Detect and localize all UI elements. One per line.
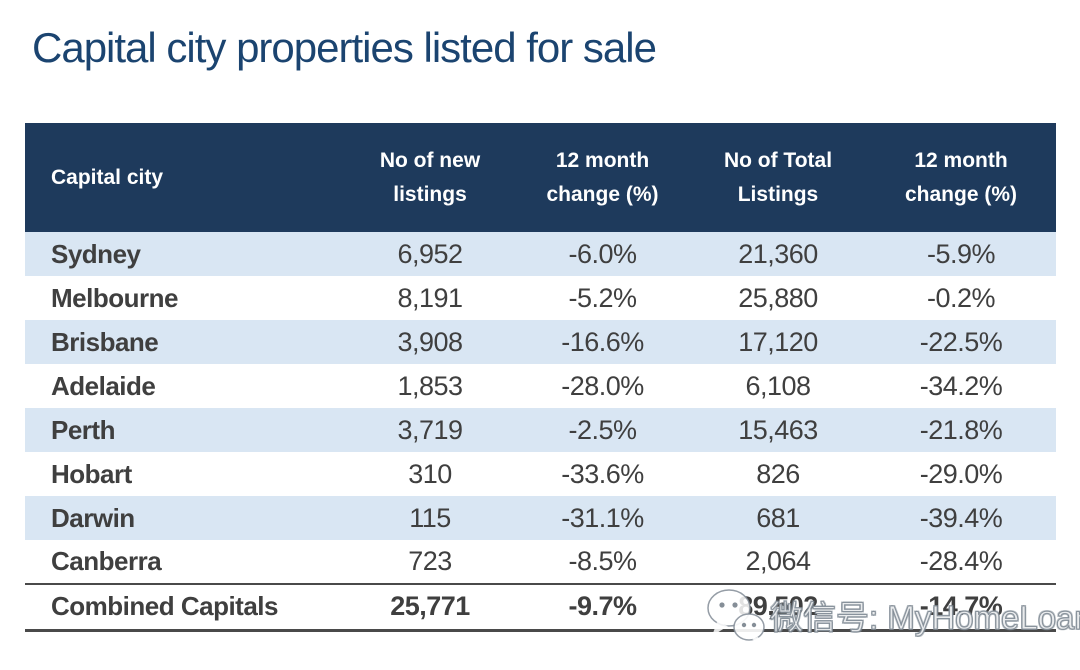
cell-total-change: -5.9%: [926, 238, 996, 269]
cell-new-listings: 3,719: [397, 414, 463, 445]
cell-total-change: -39.4%: [919, 502, 1003, 533]
cell-total-total-listings: 89,502: [738, 591, 818, 622]
cell-new-change: -28.0%: [561, 370, 644, 401]
cell-total-listings: 2,064: [745, 546, 811, 576]
cell-new-change: -8.5%: [568, 546, 637, 576]
table-row-hobart: Hobart 310 -33.6% 826 -29.0%: [25, 452, 1056, 496]
cell-total-listings: 681: [756, 502, 800, 533]
cell-new-change: -6.0%: [568, 238, 637, 269]
cell-total-total-change: -14.7%: [919, 591, 1003, 622]
header-new-change: 12 month change (%): [515, 123, 690, 232]
cell-city: Sydney: [51, 238, 141, 269]
cell-new-listings: 6,952: [397, 238, 463, 269]
cell-total-listings: 25,880: [738, 282, 818, 313]
cell-total-listings: 6,108: [745, 370, 811, 401]
cell-city: Melbourne: [51, 282, 178, 313]
cell-city: Brisbane: [51, 326, 159, 357]
cell-city: Hobart: [51, 458, 132, 489]
header-capital-city: Capital city: [25, 123, 345, 232]
cell-new-change: -31.1%: [561, 502, 644, 533]
table-row-brisbane: Brisbane 3,908 -16.6% 17,120 -22.5%: [25, 320, 1056, 364]
table-row-darwin: Darwin 115 -31.1% 681 -39.4%: [25, 496, 1056, 540]
cell-total-change: -29.0%: [919, 458, 1003, 489]
cell-total-new-listings: 25,771: [390, 591, 470, 622]
cell-new-change: -2.5%: [568, 414, 637, 445]
header-total-change: 12 month change (%): [866, 123, 1056, 232]
cell-new-change: -16.6%: [561, 326, 644, 357]
cell-total-listings: 826: [756, 458, 800, 489]
cell-total-label: Combined Capitals: [51, 591, 278, 622]
cell-total-listings: 21,360: [738, 238, 818, 269]
page-title: Capital city properties listed for sale: [32, 24, 657, 71]
cell-total-listings: 17,120: [738, 326, 818, 357]
cell-total-change: -28.4%: [919, 546, 1003, 576]
header-total-listings: No of Total Listings: [690, 123, 866, 232]
table-row-perth: Perth 3,719 -2.5% 15,463 -21.8%: [25, 408, 1056, 452]
cell-total-new-change: -9.7%: [568, 591, 637, 622]
cell-new-listings: 310: [408, 458, 452, 489]
header-new-listings: No of new listings: [345, 123, 515, 232]
cell-total-listings: 15,463: [738, 414, 818, 445]
cell-city: Canberra: [51, 546, 162, 576]
cell-new-listings: 115: [409, 502, 451, 533]
cell-total-change: -21.8%: [919, 414, 1003, 445]
cell-new-listings: 8,191: [397, 282, 463, 313]
cell-city: Adelaide: [51, 370, 156, 401]
table-header-row: Capital city No of new listings 12 month…: [25, 123, 1056, 232]
cell-new-listings: 3,908: [397, 326, 463, 357]
table-row-adelaide: Adelaide 1,853 -28.0% 6,108 -34.2%: [25, 364, 1056, 408]
table-row-canberra: Canberra 723 -8.5% 2,064 -28.4%: [25, 540, 1056, 584]
cell-total-change: -22.5%: [919, 326, 1003, 357]
cell-new-change: -33.6%: [561, 458, 644, 489]
capital-city-listings-table: Capital city No of new listings 12 month…: [25, 123, 1056, 632]
cell-city: Darwin: [51, 502, 135, 533]
cell-total-change: -34.2%: [919, 370, 1003, 401]
table-row-sydney: Sydney 6,952 -6.0% 21,360 -5.9%: [25, 232, 1056, 276]
cell-new-change: -5.2%: [568, 282, 637, 313]
cell-city: Perth: [51, 414, 115, 445]
table-row-melbourne: Melbourne 8,191 -5.2% 25,880 -0.2%: [25, 276, 1056, 320]
cell-new-listings: 1,853: [397, 370, 463, 401]
cell-new-listings: 723: [408, 546, 452, 576]
cell-total-change: -0.2%: [926, 282, 996, 313]
table-total-row: Combined Capitals 25,771 -9.7% 89,502 -1…: [25, 584, 1056, 630]
